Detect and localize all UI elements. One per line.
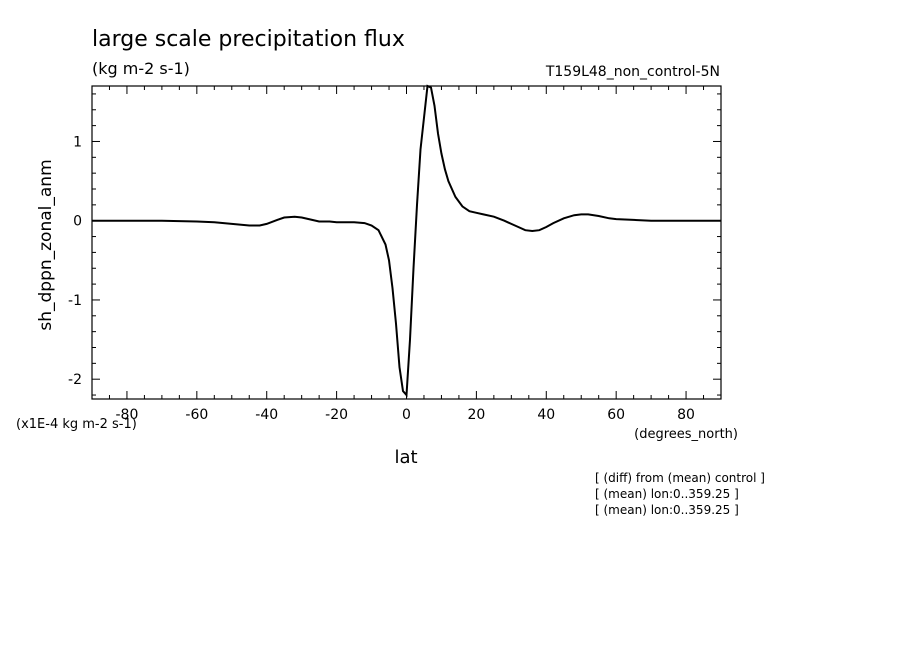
x-axis-units: (degrees_north): [634, 427, 738, 442]
plot-area: -80 -60 -40 -20 0 20 40 60 80 -2 -1 0 1: [68, 84, 722, 423]
y-tick-label: 1: [73, 134, 82, 150]
y-tick-label: 0: [73, 214, 82, 230]
series-line: [92, 84, 721, 398]
annotation-line: [ (diff) from (mean) control ]: [595, 471, 765, 485]
y-tick-label: -1: [68, 293, 82, 309]
x-axis-label: lat: [394, 447, 417, 468]
x-tick-label: -80: [116, 407, 139, 423]
annotation-line: [ (mean) lon:0..359.25 ]: [595, 503, 739, 517]
axis-ticks: [91, 86, 722, 399]
x-tick-label: 80: [677, 407, 695, 423]
x-tick-label: 20: [467, 407, 485, 423]
y-tick-label: -2: [68, 372, 82, 388]
plot-frame: [91, 85, 722, 400]
run-label: T159L48_non_control-5N: [545, 64, 720, 80]
x-tick-label: 60: [607, 407, 625, 423]
x-tick-label: -20: [325, 407, 348, 423]
x-tick-label: -60: [185, 407, 208, 423]
chart-title: large scale precipitation flux: [92, 27, 405, 52]
y-axis-label: sh_dppn_zonal_anm: [36, 159, 56, 330]
axis-tick-labels: -80 -60 -40 -20 0 20 40 60 80 -2 -1 0 1: [68, 134, 695, 423]
chart-units: (kg m-2 s-1): [92, 59, 190, 78]
y-scale-note: (x1E-4 kg m-2 s-1): [16, 417, 137, 432]
x-tick-label: -40: [255, 407, 278, 423]
x-tick-label: 40: [537, 407, 555, 423]
annotation-line: [ (mean) lon:0..359.25 ]: [595, 487, 739, 501]
x-tick-label: 0: [402, 407, 411, 423]
